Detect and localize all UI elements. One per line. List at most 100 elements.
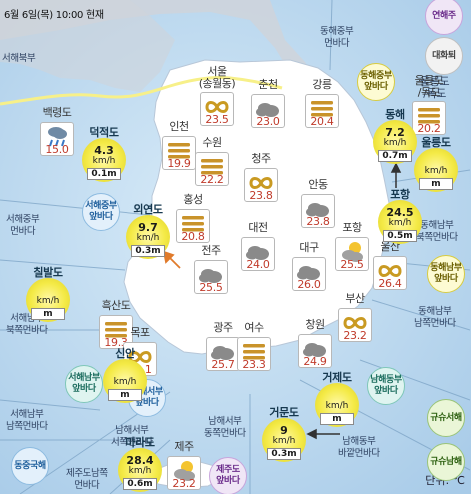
buoy-station-chilbaldo[interactable]: 칠발도 km/h m [26, 266, 70, 322]
region-label: 동해남부 남쪽먼바다 [414, 306, 456, 329]
zone-badge-primorsky[interactable]: 연해주 [425, 0, 463, 35]
indicator-arrows [306, 162, 402, 440]
wave-height-value: m [31, 308, 65, 320]
fog-icon [305, 92, 339, 130]
temperature-value: 20.4 [310, 115, 334, 128]
weather-station-busan[interactable]: 23.2 [338, 308, 372, 342]
weather-station-chuncheon[interactable]: 23.0 [251, 94, 285, 128]
zone-badge-east-china-sea[interactable]: 동중국해 [11, 447, 49, 485]
wind-speed-value: 7.2 [385, 126, 405, 139]
wave-height-value: m [320, 413, 354, 425]
weather-station-ulsan[interactable]: 26.4 [373, 256, 407, 290]
zone-badge-kyushu-west[interactable]: 규슈서해 [427, 399, 465, 437]
buoy-station-pohang-buoy[interactable]: 포항 24.5 km/h 0.5m [378, 188, 422, 244]
wind-speed-value: 4.3 [94, 144, 114, 157]
city-name-gangneung: 강릉 [312, 78, 332, 91]
haze-icon [373, 254, 407, 292]
buoy-station-ulleungdo-buoy[interactable]: 울릉도 km/h m [414, 136, 458, 192]
weather-station-jeju[interactable]: 23.2 [167, 456, 201, 490]
haze-icon [244, 166, 278, 204]
city-name-pohang: 포항 [342, 221, 362, 234]
north-korea-land-west [0, 0, 175, 92]
zone-badge-kyushu-south[interactable]: 규슈남해 [427, 443, 465, 481]
city-name-suwon: 수원 [202, 136, 222, 149]
wave-height-value: m [419, 178, 453, 190]
weather-station-daejeon[interactable]: 24.0 [241, 237, 275, 271]
zone-badge-east-south[interactable]: 동해남부 앞바다 [427, 255, 465, 293]
buoy-name: 거제도 [322, 371, 352, 384]
city-name-mokpo: 목포 [130, 326, 150, 339]
zone-badge-east-central[interactable]: 동해중부 앞바다 [357, 63, 395, 101]
fog-icon [162, 134, 196, 172]
temperature-value: 23.0 [256, 115, 280, 128]
temperature-value: 23.5 [205, 113, 229, 126]
region-label: 남해동부 바깥먼바다 [338, 436, 380, 459]
wind-speed-unit: km/h [272, 436, 296, 446]
zone-badge-south-east[interactable]: 남해동부 앞바다 [367, 367, 405, 405]
weather-station-cheongju[interactable]: 23.8 [244, 168, 278, 202]
wind-speed-unit: km/h [36, 296, 60, 306]
city-name-heuksando: 흑산도 [101, 299, 131, 312]
fog-icon [412, 99, 446, 137]
buoy-station-donghae[interactable]: 동해 7.2 km/h 0.7m [373, 108, 417, 164]
wind-speed-value: 9.7 [138, 221, 158, 234]
weather-station-daegu[interactable]: 26.0 [292, 257, 326, 291]
city-name-jeju: 제주 [174, 440, 194, 453]
weather-station-pohang[interactable]: 25.5 [335, 237, 369, 271]
buoy-station-geomundo[interactable]: 거문도 9 km/h 0.3m [262, 406, 306, 462]
weather-station-gwangju[interactable]: 25.7 [206, 337, 240, 371]
temperature-value: 25.5 [340, 258, 364, 271]
partly-cloudy-icon [167, 454, 201, 492]
temperature-value: 26.4 [378, 277, 402, 290]
city-name-incheon: 인천 [169, 120, 189, 133]
zone-badge-yamato[interactable]: 대화퇴 [425, 37, 463, 75]
weather-station-yeosu[interactable]: 23.3 [237, 337, 271, 371]
region-label: 남해서부 서쪽먼바다 [111, 425, 153, 448]
weather-station-ulleungdo[interactable]: 20.2 [412, 101, 446, 135]
wind-speed-value: 28.4 [126, 454, 154, 467]
weather-station-baengnyeong[interactable]: 15.0 [40, 122, 74, 156]
region-label: 동해남부 북쪽먼바다 [416, 220, 458, 243]
weather-station-hongseong[interactable]: 20.8 [176, 209, 210, 243]
region-label: 제주도남쪽 먼바다 [66, 468, 108, 491]
temperature-value: 23.2 [343, 329, 367, 342]
zone-badge-west-central[interactable]: 서해중부 앞바다 [82, 193, 120, 231]
zone-badge-west-south[interactable]: 서해남부 앞바다 [65, 365, 103, 403]
city-name-chuncheon: 춘천 [258, 78, 278, 91]
weather-station-seoul[interactable]: 23.5 [200, 92, 234, 126]
buoy-station-oeyeondo[interactable]: 외연도 9.7 km/h 0.3m [126, 203, 170, 259]
wind-speed-unit: km/h [325, 401, 349, 411]
weather-station-gangneung[interactable]: 20.4 [305, 94, 339, 128]
temperature-value: 20.8 [181, 230, 205, 243]
cloudy-icon [292, 255, 326, 293]
fog-icon [176, 207, 210, 245]
fog-icon [99, 313, 133, 351]
partly-cloudy-icon [335, 235, 369, 273]
weather-station-suwon[interactable]: 22.2 [195, 152, 229, 186]
buoy-station-marado[interactable]: 마라도 28.4 km/h 0.6m [118, 436, 162, 492]
buoy-station-sinan[interactable]: 신안 km/h m [103, 347, 147, 403]
zone-badge-jeju[interactable]: 제주도 앞바다 [209, 457, 247, 494]
cloudy-icon [298, 332, 332, 370]
buoy-name: 덕적도 [89, 126, 119, 139]
city-name-baengnyeong: 백령도 [42, 106, 72, 119]
temperature-value: 23.8 [306, 215, 330, 228]
temperature-value: 24.9 [303, 355, 327, 368]
weather-station-changwon[interactable]: 24.9 [298, 334, 332, 368]
buoy-station-geojedo[interactable]: 거제도 km/h m [315, 371, 359, 427]
weather-station-incheon[interactable]: 19.9 [162, 136, 196, 170]
city-name-busan: 부산 [345, 292, 365, 305]
buoy-name: 칠발도 [33, 266, 63, 279]
wave-height-value: 0.1m [87, 168, 121, 180]
wind-speed-unit: km/h [128, 466, 152, 476]
wind-speed-unit: km/h [113, 377, 137, 387]
wind-speed-unit: km/h [136, 233, 160, 243]
weather-station-andong[interactable]: 23.8 [301, 194, 335, 228]
city-name-changwon: 창원 [305, 318, 325, 331]
buoy-station-deokjeokdo[interactable]: 덕적도 4.3 km/h 0.1m [82, 126, 126, 182]
rain-icon [40, 120, 74, 158]
wave-height-value: m [108, 389, 142, 401]
wind-speed-value: 9 [280, 424, 288, 437]
weather-station-jeonju[interactable]: 25.5 [194, 260, 228, 294]
observation-time-header: 6월 6일(목) 10:00 현재 [4, 10, 104, 21]
